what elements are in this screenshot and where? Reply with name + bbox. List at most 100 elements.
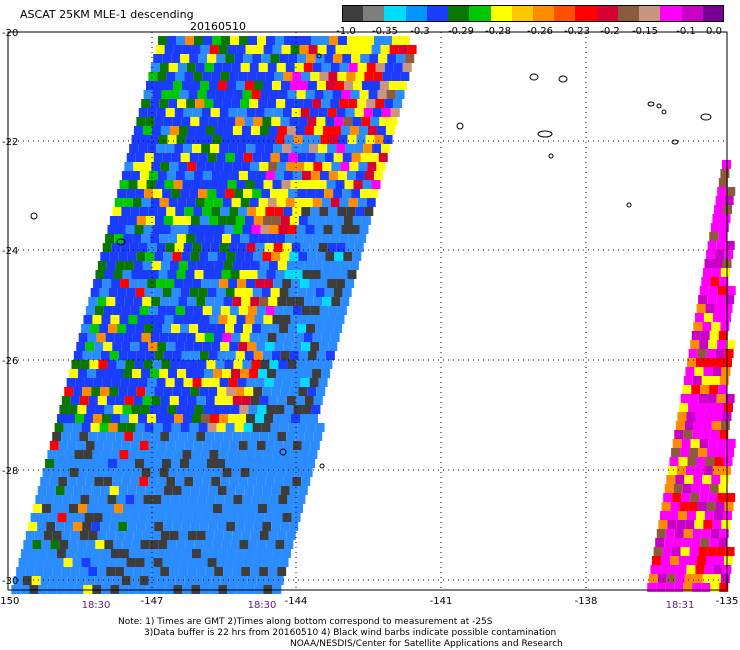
swath-cell [689,547,699,556]
swath-cell [266,270,276,279]
swath-cell [166,441,176,450]
swath-cell [175,171,185,180]
swath-cell [53,459,63,468]
swath-cell [131,135,141,144]
swath-cell [112,441,122,450]
swath-cell [219,108,229,117]
swath-cell [178,531,188,540]
swath-cell [241,261,251,270]
swath-cell [149,405,159,414]
swath-cell [295,396,305,405]
swath-cell [22,576,32,585]
swath-cell [168,99,178,108]
swath-cell [109,486,119,495]
swath-cell [710,583,720,592]
swath-cell [220,207,230,216]
swath-cell [289,522,299,531]
swath-cell [250,162,260,171]
swath-cell [252,153,262,162]
swath-cell [689,448,699,457]
swath-cell [719,376,729,385]
swath-cell [181,117,191,126]
swath-cell [289,81,299,90]
swath-cell [213,99,223,108]
swath-cell [281,180,291,189]
swath-cell [201,414,211,423]
swath-cell [691,484,701,493]
swath-cell [671,547,681,556]
colorbar-swatch [384,5,407,22]
swath-cell [664,484,674,493]
swath-cell [242,90,252,99]
swath-cell [381,144,391,153]
swath-cell [59,540,69,549]
swath-cell [691,538,701,547]
swath-cell [261,189,271,198]
swath-cell [304,261,314,270]
swath-cell [250,531,260,540]
swath-cell [275,504,285,513]
swath-cell [123,468,133,477]
swath-cell [213,369,223,378]
swath-cell [336,243,346,252]
swath-cell [163,387,173,396]
swath-cell [159,63,169,72]
swath-cell [137,315,147,324]
swath-cell [154,81,164,90]
swath-cell [308,45,318,54]
swath-cell [245,45,255,54]
swath-cell [677,565,687,574]
swath-cell [704,412,714,421]
swath-cell [330,63,340,72]
swath-cell [244,387,254,396]
swath-cell [707,394,717,403]
swath-cell [173,180,183,189]
swath-cell [47,450,57,459]
swath-cell [699,493,709,502]
swath-cell [168,63,178,72]
swath-cell [25,531,35,540]
swath-cell [162,423,172,432]
swath-cell [711,574,721,583]
swath-cell [133,432,143,441]
swath-cell [384,99,394,108]
swath-cell [85,342,95,351]
swath-cell [151,162,161,171]
swath-cell [102,414,112,423]
swath-cell [229,342,239,351]
swath-cell [94,441,104,450]
swath-cell [214,432,224,441]
swath-cell [156,414,166,423]
swath-cell [157,171,167,180]
swath-cell [325,216,335,225]
swath-cell [252,288,262,297]
swath-cell [121,171,131,180]
swath-cell [318,108,328,117]
swath-cell [247,72,257,81]
swath-cell [154,522,164,531]
swath-cell [115,297,125,306]
swath-cell [277,261,287,270]
swath-cell [246,144,256,153]
swath-cell [705,457,715,466]
swath-cell [720,322,730,331]
swath-cell [294,369,304,378]
swath-cell [197,495,207,504]
swath-cell [361,117,371,126]
swath-cell [237,378,247,387]
swath-cell [280,216,290,225]
swath-cell [262,216,272,225]
swath-cell [115,261,125,270]
swath-cell [695,511,705,520]
swath-cell [194,36,203,45]
swath-cell [297,153,307,162]
swath-cell [157,477,167,486]
swath-cell [209,549,219,558]
swath-cell [376,126,386,135]
swath-cell [186,63,196,72]
swath-cell [226,387,236,396]
swath-cell [327,144,337,153]
swath-cell [327,243,337,252]
swath-cell [316,117,326,126]
